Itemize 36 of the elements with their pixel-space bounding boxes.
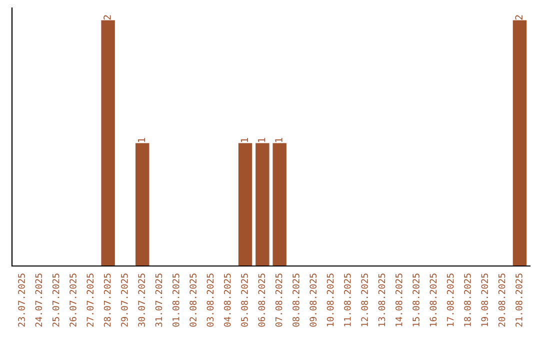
x-tick-label: 03.08.2025	[206, 274, 214, 327]
x-tick-label: 04.08.2025	[224, 274, 231, 327]
x-tick-label: 02.08.2025	[190, 274, 196, 327]
x-tick-label: 07.08.2025	[275, 274, 282, 327]
x-tick-label: 08.08.2025	[292, 274, 300, 327]
data-label: 2	[515, 15, 522, 20]
x-tick-label: 26.07.2025	[70, 274, 76, 327]
x-tick-label: 31.07.2025	[155, 274, 162, 327]
x-tick-label: 14.08.2025	[395, 274, 402, 326]
x-tick-label: 17.08.2025	[446, 274, 454, 326]
x-tick-label: 09.08.2025	[310, 274, 317, 327]
x-tick-label: 21.08.2025	[516, 274, 522, 327]
x-tick-label: 25.07.2025	[52, 274, 60, 327]
x-tick-label: 20.08.2025	[498, 274, 506, 327]
x-tick-label: 30.07.2025	[138, 274, 145, 327]
data-label: 1	[240, 138, 248, 142]
x-tick-label: 11.08.2025	[344, 274, 351, 326]
x-tick-label: 05.08.2025	[241, 274, 248, 327]
data-label: 1	[138, 138, 146, 142]
x-tick-label: 24.07.2025	[35, 274, 42, 327]
x-tick-label: 29.07.2025	[121, 274, 128, 327]
x-tick-label: 23.07.2025	[18, 274, 25, 327]
x-tick-label: 01.08.2025	[172, 274, 180, 327]
x-tick-label: 10.08.2025	[326, 274, 334, 326]
x-tick-label: 13.08.2025	[378, 274, 386, 326]
x-tick-label: 27.07.2025	[86, 274, 94, 327]
x-tick-label: 28.07.2025	[104, 274, 111, 327]
x-tick-label: 18.08.2025	[464, 274, 471, 326]
x-tick-label: 16.08.2025	[430, 274, 437, 326]
x-tick-label: 12.08.2025	[361, 274, 368, 326]
data-label: 2	[104, 15, 111, 20]
data-label: 1	[275, 138, 282, 142]
x-tick-label: 15.08.2025	[412, 274, 420, 326]
x-tick-label: 19.08.2025	[481, 274, 488, 326]
x-tick-label: 06.08.2025	[258, 274, 266, 327]
data-label: 1	[258, 138, 266, 142]
